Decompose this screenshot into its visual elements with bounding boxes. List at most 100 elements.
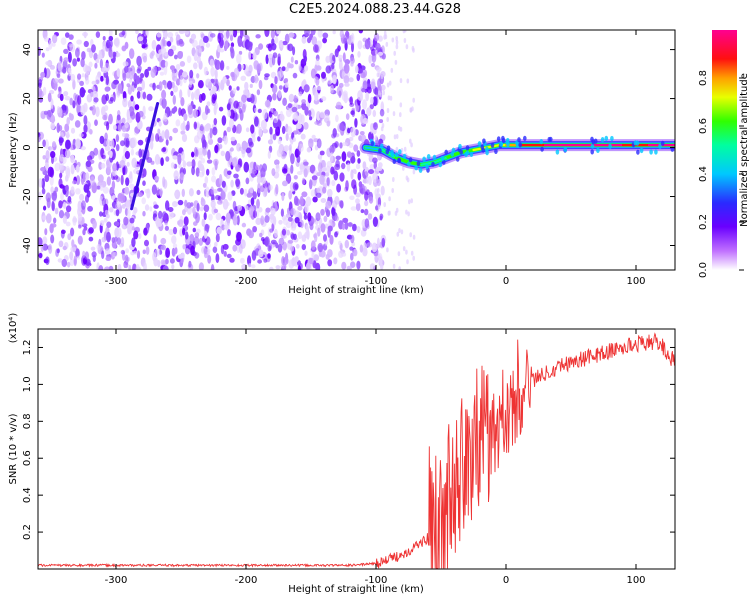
noise-blob — [248, 230, 255, 239]
noise-blob — [379, 213, 384, 220]
noise-blob — [124, 186, 130, 195]
noise-blob — [124, 41, 129, 50]
noise-blob — [235, 164, 241, 172]
noise-blob — [136, 55, 142, 67]
noise-blob — [38, 79, 43, 87]
noise-blob — [135, 75, 140, 85]
noise-blob — [409, 107, 413, 113]
noise-blob — [317, 227, 321, 237]
noise-blob — [142, 168, 147, 178]
noise-blob — [274, 36, 279, 44]
noise-blob — [250, 124, 255, 134]
noise-blob — [70, 246, 77, 253]
noise-blob — [212, 78, 218, 87]
noise-blob — [333, 257, 338, 265]
noise-blob — [297, 265, 301, 270]
noise-blob — [358, 68, 364, 74]
noise-blob — [310, 68, 316, 79]
noise-blob — [303, 161, 309, 166]
noise-blob — [212, 126, 218, 136]
noise-blob — [279, 113, 285, 122]
noise-blob — [303, 55, 308, 63]
noise-blob — [321, 96, 327, 102]
noise-blob — [267, 253, 271, 259]
noise-blob — [91, 44, 96, 53]
noise-blob — [143, 227, 148, 236]
noise-blob — [375, 42, 381, 51]
noise-blob — [172, 201, 178, 208]
noise-blob — [248, 263, 252, 268]
noise-blob — [191, 166, 196, 176]
colorbar-ticks: 0.0 0.2 0.4 0.6 0.8 — [698, 70, 744, 278]
noise-blob — [394, 59, 398, 65]
noise-blob — [317, 153, 323, 160]
noise-blob — [364, 200, 369, 207]
noise-blob — [290, 224, 297, 231]
noise-blob — [120, 174, 124, 186]
noise-blob — [368, 175, 372, 186]
noise-blob — [132, 263, 137, 270]
noise-blob — [175, 119, 181, 127]
noise-blob — [254, 107, 258, 113]
signal-trace-core — [446, 151, 462, 159]
noise-blob — [146, 93, 153, 101]
noise-blob — [355, 163, 361, 170]
noise-blob — [178, 51, 184, 55]
noise-blob — [179, 61, 186, 67]
noise-blob — [191, 39, 198, 48]
noise-blob — [310, 30, 316, 36]
noise-blob — [99, 185, 104, 191]
signal-speckle — [431, 161, 435, 167]
noise-blob — [93, 147, 99, 156]
noise-blob — [137, 139, 144, 146]
noise-blob — [357, 171, 362, 181]
noise-blob — [319, 174, 325, 185]
noise-blob — [205, 186, 210, 194]
noise-blob — [236, 245, 240, 254]
top-y-axis-label: Frequency (Hz) — [8, 112, 19, 188]
noise-blob — [138, 148, 142, 158]
noise-blob — [290, 56, 294, 63]
noise-blob — [161, 98, 167, 109]
signal-speckle — [547, 136, 552, 143]
colorbar-gradient — [712, 30, 737, 270]
noise-blob — [130, 95, 134, 102]
noise-blob — [126, 83, 131, 88]
noise-blob — [70, 227, 75, 237]
noise-blob — [48, 39, 53, 50]
signal-speckle — [639, 147, 644, 154]
noise-blob — [112, 51, 117, 58]
noise-blob — [304, 106, 309, 116]
noise-blob — [126, 207, 131, 219]
signal-speckle — [440, 155, 445, 161]
noise-blob — [181, 133, 188, 143]
snr-panel: -300 -200 -100 0 100 0.2 0.4 0.6 0.8 1.0 1.2 Heig… — [8, 313, 676, 595]
noise-blob — [410, 142, 413, 148]
noise-blob — [378, 119, 384, 124]
noise-blob — [311, 36, 318, 46]
noise-blob — [268, 184, 273, 191]
noise-blob — [314, 91, 319, 102]
noise-blob — [281, 125, 286, 135]
noise-blob — [251, 169, 257, 175]
x-tick-label: -100 — [365, 575, 388, 586]
noise-blob — [51, 34, 58, 44]
noise-blob — [369, 164, 375, 171]
noise-blob — [109, 50, 114, 58]
noise-blob — [388, 196, 391, 202]
bright-streak — [130, 101, 160, 211]
noise-blob — [281, 256, 285, 266]
noise-blob — [210, 66, 215, 77]
noise-blob — [53, 217, 57, 224]
noise-blob — [223, 168, 229, 177]
signal-speckle — [408, 157, 413, 163]
noise-blob — [395, 134, 399, 139]
noise-blob — [87, 205, 93, 212]
noise-blob — [68, 34, 74, 40]
noise-blob — [374, 135, 378, 141]
signal-trace-core — [472, 146, 488, 152]
noise-blob — [57, 258, 63, 263]
noise-blob — [265, 54, 269, 65]
noise-blob — [156, 32, 162, 38]
noise-blob — [108, 30, 113, 38]
